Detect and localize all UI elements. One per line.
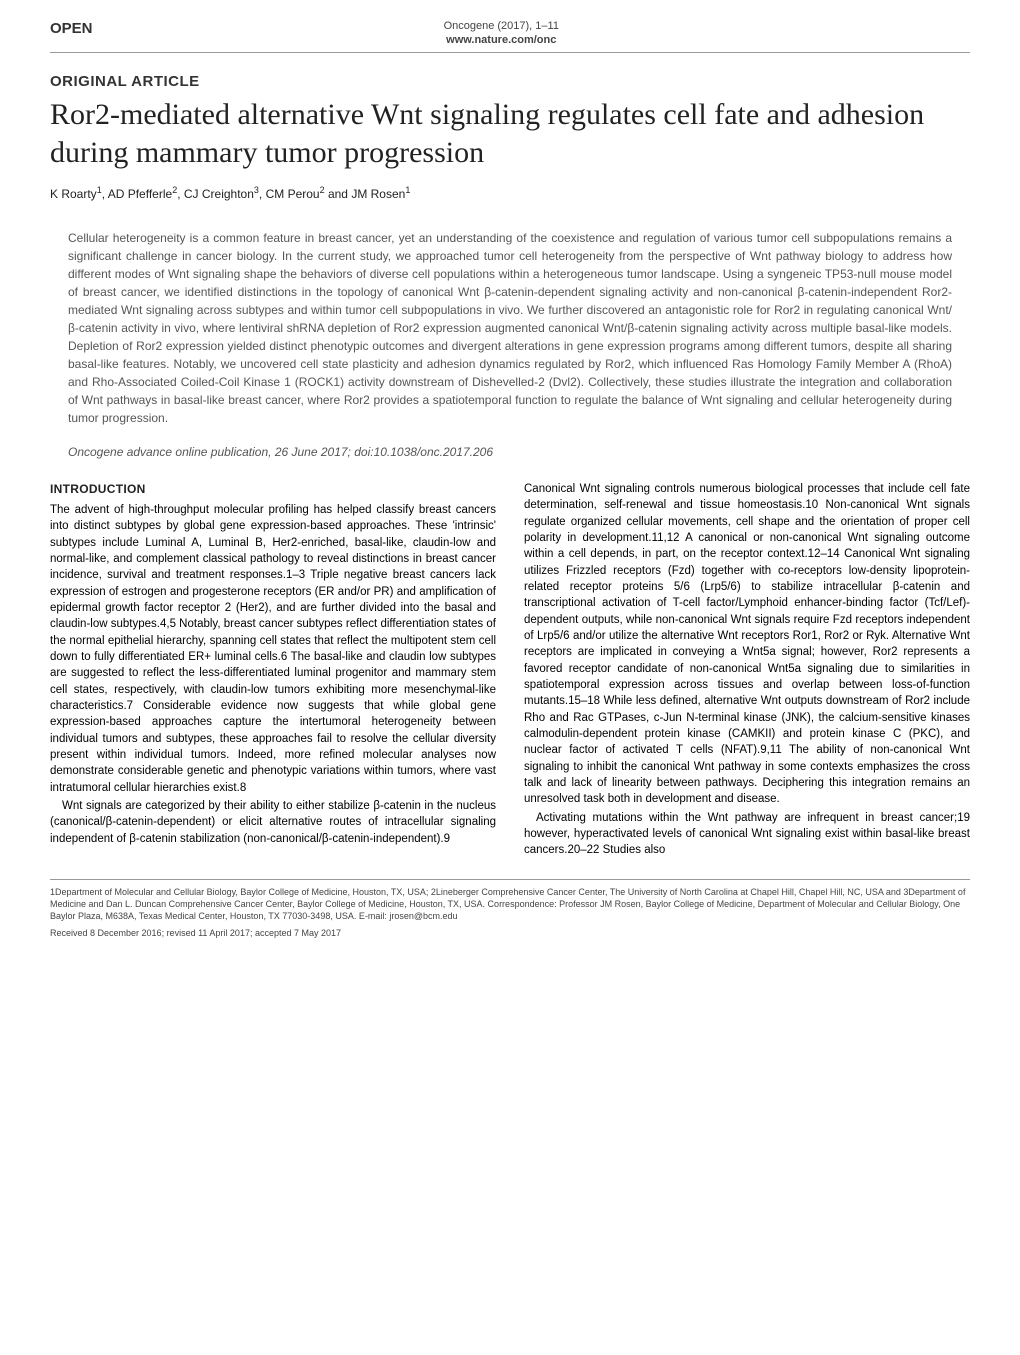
journal-url: www.nature.com/onc bbox=[93, 34, 910, 46]
header-divider bbox=[50, 52, 970, 53]
journal-info: Oncogene (2017), 1–11 www.nature.com/onc bbox=[93, 20, 910, 46]
intro-paragraph-3: Canonical Wnt signaling controls numerou… bbox=[524, 481, 970, 808]
intro-paragraph-4: Activating mutations within the Wnt path… bbox=[524, 810, 970, 859]
right-column: Canonical Wnt signaling controls numerou… bbox=[524, 481, 970, 861]
author-list: K Roarty1, AD Pfefferle2, CJ Creighton3,… bbox=[50, 185, 970, 201]
abstract: Cellular heterogeneity is a common featu… bbox=[68, 229, 952, 427]
article-type: ORIGINAL ARTICLE bbox=[50, 73, 970, 90]
received-dates: Received 8 December 2016; revised 11 Apr… bbox=[50, 928, 970, 938]
affiliations: 1Department of Molecular and Cellular Bi… bbox=[50, 879, 970, 922]
left-column: INTRODUCTION The advent of high-throughp… bbox=[50, 481, 496, 861]
intro-paragraph-1: The advent of high-throughput molecular … bbox=[50, 502, 496, 796]
page-header: OPEN Oncogene (2017), 1–11 www.nature.co… bbox=[50, 20, 970, 46]
open-access-label: OPEN bbox=[50, 20, 93, 37]
journal-ref: Oncogene (2017), 1–11 bbox=[93, 20, 910, 32]
citation-line: Oncogene advance online publication, 26 … bbox=[68, 445, 952, 459]
section-heading-introduction: INTRODUCTION bbox=[50, 481, 496, 498]
article-title: Ror2-mediated alternative Wnt signaling … bbox=[50, 96, 970, 171]
intro-paragraph-2: Wnt signals are categorized by their abi… bbox=[50, 798, 496, 847]
body-columns: INTRODUCTION The advent of high-throughp… bbox=[50, 481, 970, 861]
